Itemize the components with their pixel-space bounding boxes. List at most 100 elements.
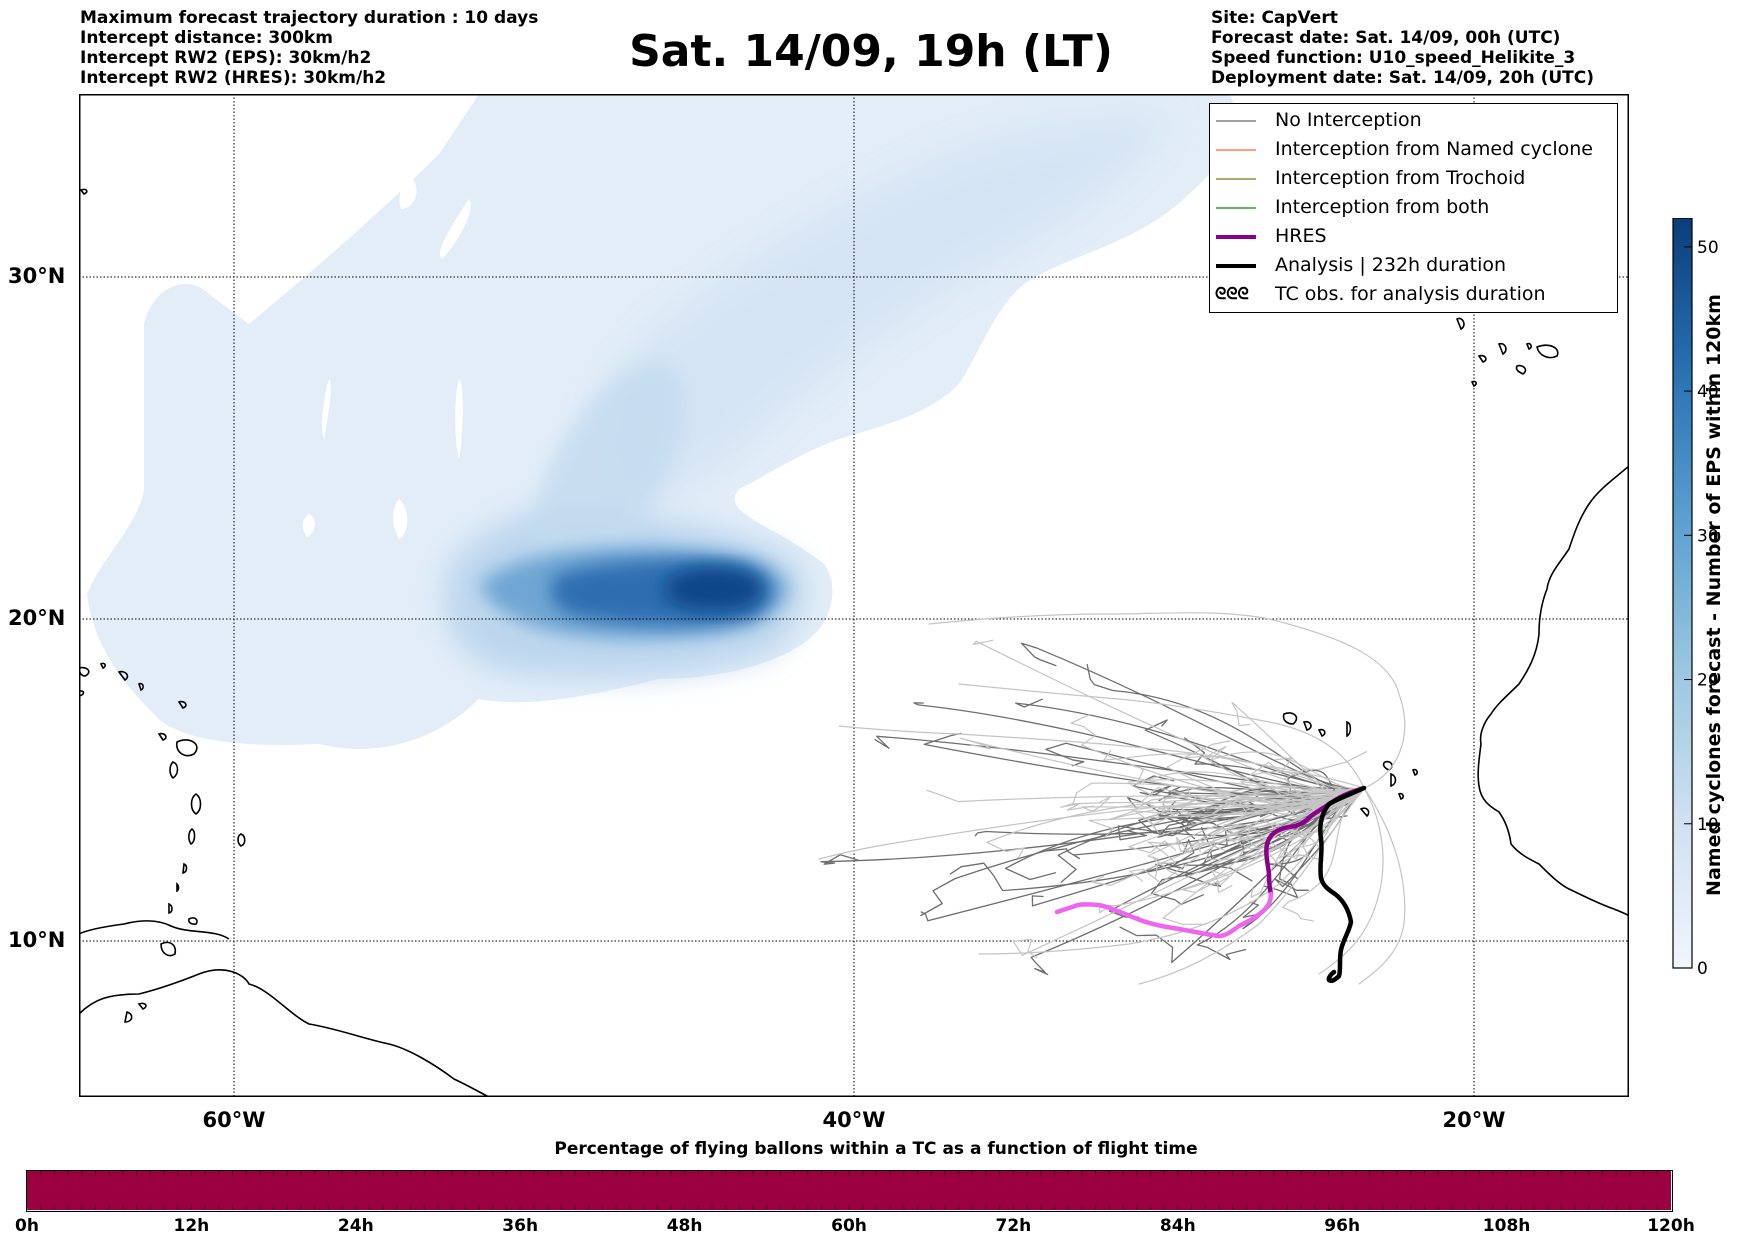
legend-item-no-interception: No Interception	[1210, 108, 1617, 132]
colorbar-tick-label-4: 40	[1697, 382, 1719, 402]
timebar-label-72h: 72h	[995, 1216, 1032, 1236]
coast-west-africa	[1477, 465, 1629, 917]
eps-trajectory	[986, 787, 1365, 859]
timebar-label-96h: 96h	[1324, 1216, 1361, 1236]
eps-trajectory	[1060, 787, 1365, 811]
island-capeverde-6	[1390, 772, 1397, 788]
legend-swatch-named-cyclone	[1216, 149, 1256, 151]
timebar-fill	[27, 1171, 1671, 1210]
site-info: Site: CapVert Forecast date: Sat. 14/09,…	[1211, 8, 1594, 88]
eps-trajectory	[1184, 751, 1365, 790]
density-gap-4	[455, 379, 463, 459]
density-gap-6	[302, 514, 315, 537]
forecast-parameters: Maximum forecast trajectory duration : 1…	[80, 8, 538, 88]
lat-label-20n: 20°N	[8, 606, 66, 630]
legend-item-both: Interception from both	[1210, 195, 1617, 219]
legend-swatch-both	[1216, 207, 1256, 209]
eps-trajectory	[928, 612, 1406, 789]
eps-trajectory	[1127, 778, 1365, 796]
colorbar-tick-label-5: 50	[1697, 238, 1719, 258]
island-dominica	[169, 761, 179, 780]
eps-trajectory	[1262, 787, 1365, 840]
density-peak	[664, 567, 764, 611]
island-barbuda	[177, 700, 187, 709]
colorbar-title: Named cyclones forecast - Number of EPS …	[1703, 294, 1725, 896]
island-canary-6	[1515, 364, 1527, 375]
island-leeward-2	[99, 662, 106, 670]
eps-trajectory	[1138, 787, 1365, 985]
island-canary-3	[1477, 354, 1487, 363]
forecast-date: Forecast date: Sat. 14/09, 00h (UTC)	[1211, 28, 1561, 48]
legend-item-named-cyclone: Interception from Named cyclone	[1210, 137, 1617, 161]
param-intercept-eps: Intercept RW2 (EPS): 30km/h2	[80, 48, 372, 68]
island-capeverde-1	[1282, 712, 1298, 725]
island-capeverde-10	[1397, 792, 1404, 800]
island-leeward-3	[117, 670, 129, 682]
island-margarita	[137, 1002, 147, 1011]
map-legend: No Interception Interception from Named …	[1209, 103, 1618, 313]
timebar-label-84h: 84h	[1159, 1216, 1196, 1236]
island-st-vincent	[182, 862, 188, 875]
colorbar-ticks: 0 10 20 30 40 50	[1684, 238, 1719, 978]
site-name: Site: CapVert	[1211, 8, 1338, 28]
legend-swatch-analysis	[1216, 264, 1256, 268]
lat-label-30n: 30°N	[8, 264, 66, 288]
island-canary-1	[1536, 344, 1559, 359]
timebar-label-48h: 48h	[666, 1216, 703, 1236]
legend-label-hres: HRES	[1275, 225, 1327, 247]
legend-label-no-interception: No Interception	[1275, 109, 1422, 131]
coast-tobago	[188, 917, 198, 925]
density-gap-1	[399, 174, 417, 209]
legend-item-trochoid: Interception from Trochoid	[1210, 166, 1617, 190]
colorbar: 0 10 20 30 40 50	[1672, 218, 1719, 978]
timebar-label-0h: 0h	[15, 1216, 39, 1236]
eps-trajectory	[1318, 787, 1384, 975]
density-gap-3	[321, 379, 331, 439]
param-duration: Maximum forecast trajectory duration : 1…	[80, 8, 539, 28]
legend-label-analysis: Analysis | 232h duration	[1275, 254, 1507, 276]
coast-south-america	[79, 969, 490, 1097]
eps-trajectory	[1358, 787, 1406, 985]
hres-track-late	[1054, 891, 1274, 939]
legend-label-both: Interception from both	[1275, 196, 1490, 218]
timebar-label-24h: 24h	[337, 1216, 374, 1236]
deployment-date: Deployment date: Sat. 14/09, 20h (UTC)	[1211, 68, 1595, 88]
colorbar-tick-label-3: 30	[1697, 526, 1719, 546]
island-capeverde-4	[1346, 720, 1352, 738]
density-streak	[532, 361, 686, 577]
island-canary-4	[1455, 317, 1465, 331]
lon-label-20w: 20°W	[1442, 1108, 1506, 1132]
colorbar-tick-label-0: 0	[1697, 959, 1708, 978]
island-capeverde-3	[1317, 728, 1326, 738]
eps-trajectory	[818, 787, 1365, 860]
legend-label-trochoid: Interception from Trochoid	[1275, 167, 1526, 189]
timebar-fill-rect	[27, 1171, 1671, 1210]
timebar-caption: Percentage of flying ballons within a TC…	[554, 1139, 1198, 1159]
eps-trajectory	[1221, 787, 1365, 839]
speed-function: Speed function: U10_speed_Helikite_3	[1211, 48, 1576, 68]
legend-item-tc-obs: ᘓᘓᘓ TC obs. for analysis duration	[1210, 282, 1617, 306]
legend-item-hres: HRES	[1210, 224, 1617, 248]
legend-label-tc-obs: TC obs. for analysis duration	[1275, 283, 1546, 305]
lon-label-60w: 60°W	[202, 1108, 266, 1132]
legend-swatch-trochoid	[1216, 178, 1256, 180]
island-antigua	[157, 732, 167, 741]
island-grenadines	[176, 882, 180, 893]
eps-trajectory	[838, 725, 1365, 789]
eps-trajectory	[1020, 642, 1365, 790]
lat-label-10n: 10°N	[8, 928, 66, 952]
island-canary-2	[1497, 342, 1507, 356]
timebar-label-12h: 12h	[173, 1216, 210, 1236]
page-title: Sat. 14/09, 19h (LT)	[0, 26, 1752, 77]
analysis-track	[1318, 785, 1367, 984]
coastlines	[79, 188, 1629, 1097]
coast-venezuela	[79, 920, 230, 940]
colorbar-ramp	[1672, 218, 1693, 969]
density-ne-lobe	[599, 114, 1169, 502]
cyclone-density-field	[87, 94, 1237, 749]
island-capeverde-7	[1359, 807, 1370, 818]
island-st-lucia	[188, 827, 196, 846]
island-bermuda	[79, 188, 88, 195]
island-grenada	[168, 902, 173, 915]
timebar-label-108h: 108h	[1482, 1216, 1531, 1236]
